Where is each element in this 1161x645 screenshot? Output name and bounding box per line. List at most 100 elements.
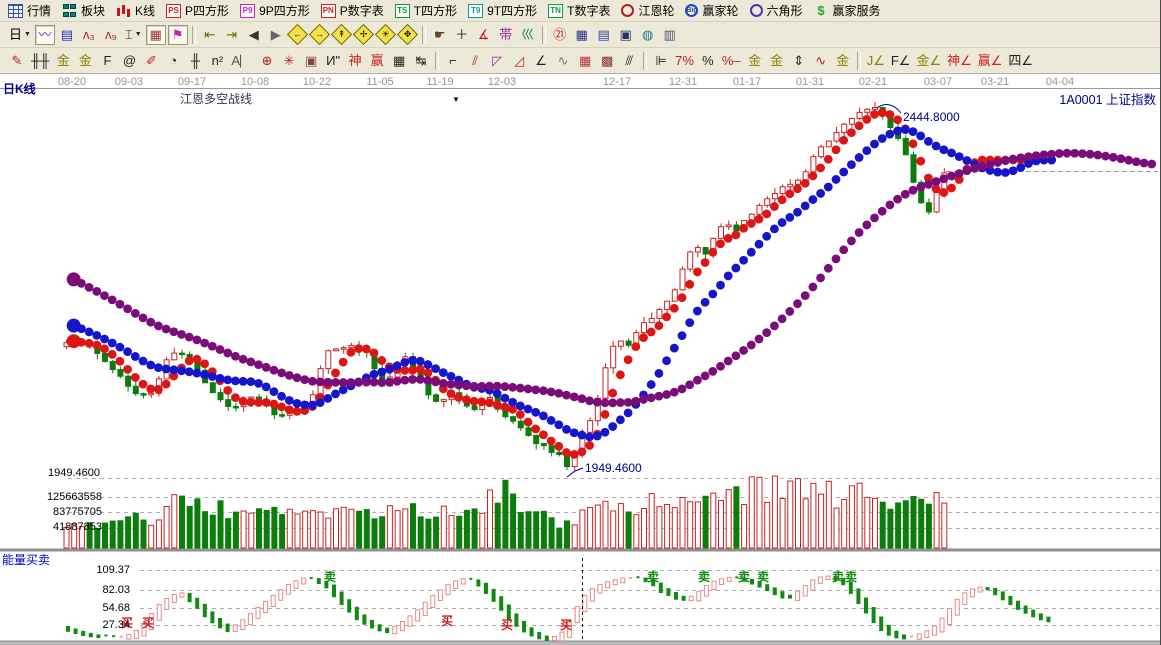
toolbar-separator [191,25,196,44]
ruler-plain-button[interactable]: ╫╫ [29,51,51,71]
candle-style-button[interactable]: ⌶ ▼ [123,25,144,45]
gold-circle-button[interactable]: 金 [745,51,765,71]
ruler-n2-button[interactable]: n² [207,51,227,71]
calendar-button[interactable]: ㉑ [550,25,570,45]
info-panel-button[interactable]: ▤ [57,25,77,45]
menu-item-market-quotes[interactable]: 行情 [4,1,58,20]
ruler-gold2-button[interactable]: 金 [75,51,95,71]
notes-button[interactable]: ▤ [594,25,614,45]
angle-f-button[interactable]: F∠ [889,51,913,71]
prev-bar-button-icon: ◀ [248,27,259,42]
gann-grid-button[interactable]: ▦ [145,24,166,45]
menu-item-p-square[interactable]: PS P四方形 [162,1,236,20]
menu-item-winner-service[interactable]: $ 赢家服务 [810,1,888,20]
fan-box2-button[interactable]: ◿ [509,51,529,71]
percent-7-button[interactable]: 7% [673,51,696,71]
menu-item-gann-wheel-label: 江恩轮 [638,4,675,18]
menu-item-winner-wheel[interactable]: Big 赢家轮 [681,1,745,20]
square-target-button[interactable]: ▣ [301,51,321,71]
gold-lines-button[interactable]: 金 [767,51,787,71]
ornament-tool-button[interactable]: 帯 [496,25,516,45]
flag-indicator-button-icon: ⚑ [171,27,184,42]
clock-ruler-button[interactable]: ◔ [163,51,183,71]
percent-button[interactable]: % [698,51,718,71]
grid-123-button[interactable]: ▦ [389,51,409,71]
angle-si-button[interactable]: 四∠ [1006,51,1035,71]
wave-9-button-icon: ᴧ₉ [105,27,117,42]
date-tick-label: 01-17 [732,76,762,88]
menu-item-sectors[interactable]: 板块 [58,1,112,20]
hand-tool-button[interactable]: ☛ [430,25,450,45]
circle-target-button[interactable]: ⊕ [257,51,277,71]
first-bar-button[interactable]: ⇤ [200,25,220,45]
gold-underline-button[interactable]: 金 [833,51,853,71]
menu-item-t-number-table[interactable]: TN T数字表 [544,1,617,20]
angle-measure-button[interactable]: ∡ [474,25,494,45]
ruler-gold-button[interactable]: 金 [53,51,73,71]
ts-badge-icon: TS [394,3,410,18]
menu-item-9p-square[interactable]: P9 9P四方形 [236,1,317,20]
menu-item-gann-wheel[interactable]: 江恩轮 [617,1,681,20]
angle-measure-button-icon: ∡ [477,27,490,42]
menu-item-p-number-table[interactable]: PN P数字表 [317,1,391,20]
spiral-tool-button[interactable]: @ [119,51,139,71]
ruler-arrows-button[interactable]: ↹ [411,51,431,71]
zigzag-tool-button[interactable]: 〰 [34,24,55,45]
ruler-shen-button[interactable]: 神 [345,51,365,71]
ruler-dense-button[interactable]: ╫ [185,51,205,71]
wave-percent-button-icon: ∿ [815,53,827,68]
m-quote-button[interactable]: И" [323,51,343,71]
crosshair-tool-button[interactable]: ＋ [452,25,472,45]
remote-pc-button[interactable]: ▥ [660,25,680,45]
slant-lines-button[interactable]: ⫻ [619,51,639,71]
chevron-down-icon[interactable]: ▼ [452,95,460,104]
fan-box-button[interactable]: ◸ [487,51,507,71]
dragon-tool-button[interactable]: 巛 [518,25,538,45]
wave-3-button[interactable]: ᴧ₃ [79,25,99,45]
starburst-button[interactable]: ✳ [279,51,299,71]
angle-j-button[interactable]: J∠ [865,51,887,71]
angle-ying-button[interactable]: 赢∠ [976,51,1005,71]
ruler-f-button[interactable]: F [97,51,117,71]
flag-indicator-button[interactable]: ⚑ [167,24,188,45]
menu-item-9t-square[interactable]: T9 9T四方形 [464,1,544,20]
next-bar-button[interactable]: ▶ [266,25,286,45]
angle-gold-button[interactable]: 金∠ [914,51,943,71]
crosshair-tool-button-icon: ＋ [455,27,469,42]
menu-item-kline[interactable]: K线 [112,1,162,20]
mirror-a-button[interactable]: A⎸ [229,51,255,71]
last-bar-button[interactable]: ⇥ [222,25,242,45]
p9-badge-icon: P9 [240,3,256,18]
corner-box-button[interactable]: ⌐ [443,51,463,71]
pen-tool-button[interactable]: ✎ [7,51,27,71]
wave-percent-button[interactable]: ∿ [811,51,831,71]
pen-ruler-button[interactable]: ✐ [141,51,161,71]
grid-red2-button[interactable]: ▩ [597,51,617,71]
prev-bar-button[interactable]: ◀ [244,25,264,45]
menu-item-hexagon[interactable]: 六角形 [746,1,810,20]
wave-9-button[interactable]: ᴧ₉ [101,25,121,45]
angle-rays-button[interactable]: ∠ [531,51,551,71]
grid-red-button[interactable]: ▦ [575,51,595,71]
web-chart-button-icon: ◍ [642,27,654,42]
candle-style-button-icon: ⌶ [124,27,133,42]
fan-rays-button[interactable]: ⫽ [465,51,485,71]
mirror-a-button-icon: A⎸ [231,53,254,68]
calculator-button[interactable]: ▦ [572,25,592,45]
fan-box-button-icon: ◸ [492,53,503,68]
date-tick-label: 10-08 [240,76,270,88]
v-check-button[interactable]: ∿ [553,51,573,71]
angle-shen-button[interactable]: 神∠ [945,51,974,71]
save-button[interactable]: ▣ [616,25,636,45]
ruler-ying-button[interactable]: 赢 [367,51,387,71]
menu-item-t-square[interactable]: TS T四方形 [391,1,464,20]
period-dropdown-button[interactable]: 日 ▼ [7,25,33,45]
percent-line-button[interactable]: %– [720,51,743,71]
v-measure-button[interactable]: ⇕ [789,51,809,71]
web-chart-button[interactable]: ◍ [638,25,658,45]
scale-ratio-button[interactable]: ⊫ [651,51,671,71]
buy-mark: 买 [121,616,133,630]
